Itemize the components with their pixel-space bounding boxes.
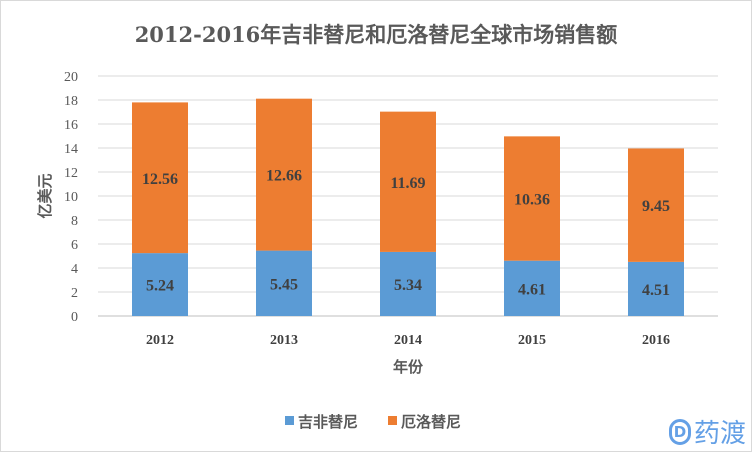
bar-segment: [256, 98, 312, 251]
x-tick-label: 2014: [394, 333, 422, 348]
x-tick-label: 2012: [146, 333, 174, 348]
y-tick-label: 16: [64, 118, 78, 133]
y-tick-label: 8: [71, 214, 78, 229]
y-tick-label: 2: [71, 286, 78, 301]
data-label: 9.45: [642, 198, 670, 215]
logo-text: 药渡: [693, 419, 746, 449]
legend-label: 吉非替尼: [298, 413, 358, 431]
legend-label: 厄洛替尼: [401, 413, 461, 431]
data-label: 10.36: [514, 192, 550, 209]
data-label: 5.24: [146, 278, 174, 295]
yaodu-logo: D 药渡: [668, 413, 746, 450]
legend-swatch: [285, 416, 294, 425]
y-tick-label: 10: [64, 190, 78, 205]
chart-title: 2012-2016年吉非替尼和厄洛替尼全球市场销售额: [135, 22, 618, 47]
bars: 5.24 12.56 5.45 12.66 5.34 11.69 4.61 10.36 4.51…: [132, 98, 684, 316]
x-axis-ticks: 2012 2013 2014 2015 2016: [146, 333, 670, 348]
x-tick-label: 2015: [518, 333, 546, 348]
data-label: 5.45: [270, 276, 298, 293]
legend-swatch: [388, 416, 397, 425]
bar-segment: [380, 251, 436, 316]
x-tick-label: 2016: [642, 333, 670, 348]
y-tick-label: 0: [71, 310, 78, 325]
legend: 吉非替尼 厄洛替尼: [285, 413, 461, 431]
bar-segment: [132, 102, 188, 254]
data-label: 12.56: [142, 171, 178, 188]
data-label: 5.34: [394, 277, 422, 294]
y-tick-label: 14: [64, 142, 78, 157]
bar-segment: [628, 261, 684, 316]
data-label: 12.66: [266, 168, 302, 185]
x-axis-label: 年份: [393, 358, 424, 376]
bar-segment: [628, 148, 684, 262]
y-tick-label: 18: [64, 94, 78, 109]
y-tick-label: 12: [64, 166, 78, 181]
y-tick-label: 4: [71, 262, 78, 277]
y-tick-label: 6: [71, 238, 78, 253]
bar-segment: [504, 136, 560, 261]
y-axis-label: 亿美元: [36, 173, 54, 218]
data-label: 4.51: [642, 282, 670, 299]
bar-segment: [504, 260, 560, 316]
bar-segment: [256, 250, 312, 316]
x-tick-label: 2013: [270, 333, 298, 348]
bar-segment: [380, 111, 436, 252]
logo-d-icon: D: [668, 418, 691, 445]
y-axis-ticks: 0 2 4 6 8 10 12 14 16 18 20: [64, 70, 78, 325]
bar-segment: [132, 253, 188, 316]
y-tick-label: 20: [64, 70, 78, 85]
data-label: 11.69: [390, 175, 425, 192]
data-label: 4.61: [518, 281, 546, 298]
